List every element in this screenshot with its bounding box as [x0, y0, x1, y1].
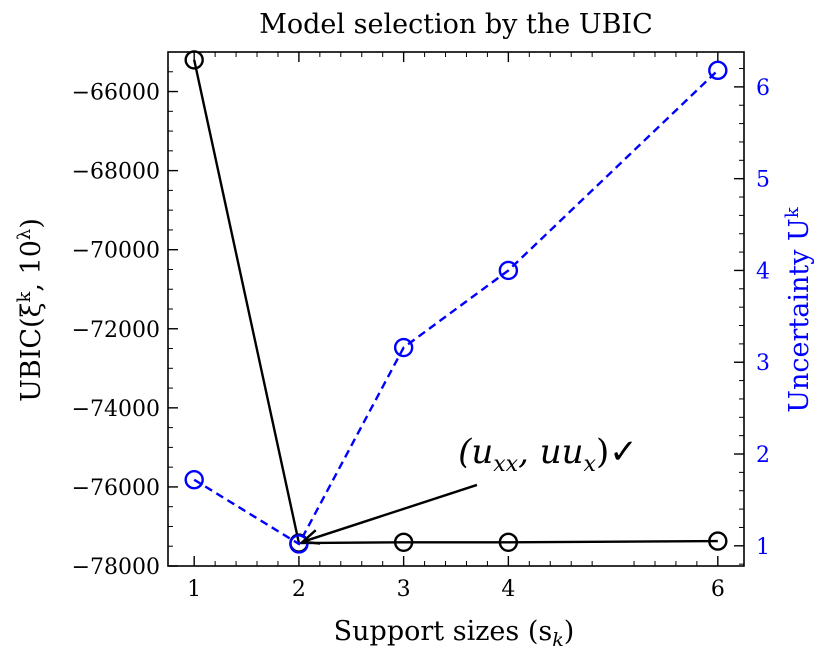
y-right-tick-label: 2: [756, 443, 770, 468]
y-left-tick-label: −78000: [72, 555, 160, 580]
x-axis-label: Support sizes (sk): [334, 616, 575, 651]
y-axis-right: 1 2 3 4 5 6: [734, 68, 770, 565]
y-right-tick-label: 6: [756, 76, 770, 101]
x-tick-label: 4: [501, 577, 515, 602]
y-left-tick-label: −76000: [72, 476, 160, 501]
series-point-left: [184, 50, 204, 70]
x-tick-label: 6: [711, 577, 725, 602]
series-point-right: [393, 337, 414, 358]
x-tick-label: 1: [187, 577, 201, 602]
y-axis-left-label: UBIC(ξk, 10λ): [14, 218, 47, 402]
y-axis-right-label: Uncertainty Uk: [782, 206, 815, 413]
series-line-left: [193, 59, 718, 545]
y-left-tick-label: −72000: [72, 318, 160, 343]
y-left-tick-label: −70000: [72, 239, 160, 264]
y-right-tick-label: 1: [756, 535, 770, 560]
x-tick-label: 2: [292, 577, 306, 602]
series-point-left: [708, 531, 728, 551]
series-point-right: [289, 534, 309, 554]
series-point-right: [498, 260, 519, 281]
y-left-tick-label: −66000: [72, 81, 160, 106]
chart-title: Model selection by the UBIC: [259, 9, 653, 40]
x-axis: 1 2 3 4 6: [187, 52, 725, 602]
y-axis-left: −78000 −76000 −74000 −72000 −70000 −68000 −660…: [72, 51, 178, 580]
series-point-right: [708, 60, 728, 81]
y-right-tick-label: 4: [756, 259, 770, 284]
series-line-right: [193, 69, 719, 546]
y-right-tick-label: 5: [756, 168, 770, 193]
series-point-left: [498, 532, 519, 552]
series-point-left: [393, 532, 414, 552]
y-left-tick-label: −74000: [72, 397, 160, 422]
annotation: [299, 483, 478, 545]
y-left-tick-label: −68000: [72, 160, 160, 185]
series-point-right: [184, 470, 204, 490]
annotation-arrow-shaft: [302, 483, 478, 543]
annotation-arrow-head: [299, 529, 321, 545]
x-tick-label: 3: [397, 577, 411, 602]
y-right-tick-label: 3: [756, 351, 770, 376]
series-layer: [184, 50, 728, 554]
annotation-label: (uxx, uux)✓: [458, 432, 638, 477]
